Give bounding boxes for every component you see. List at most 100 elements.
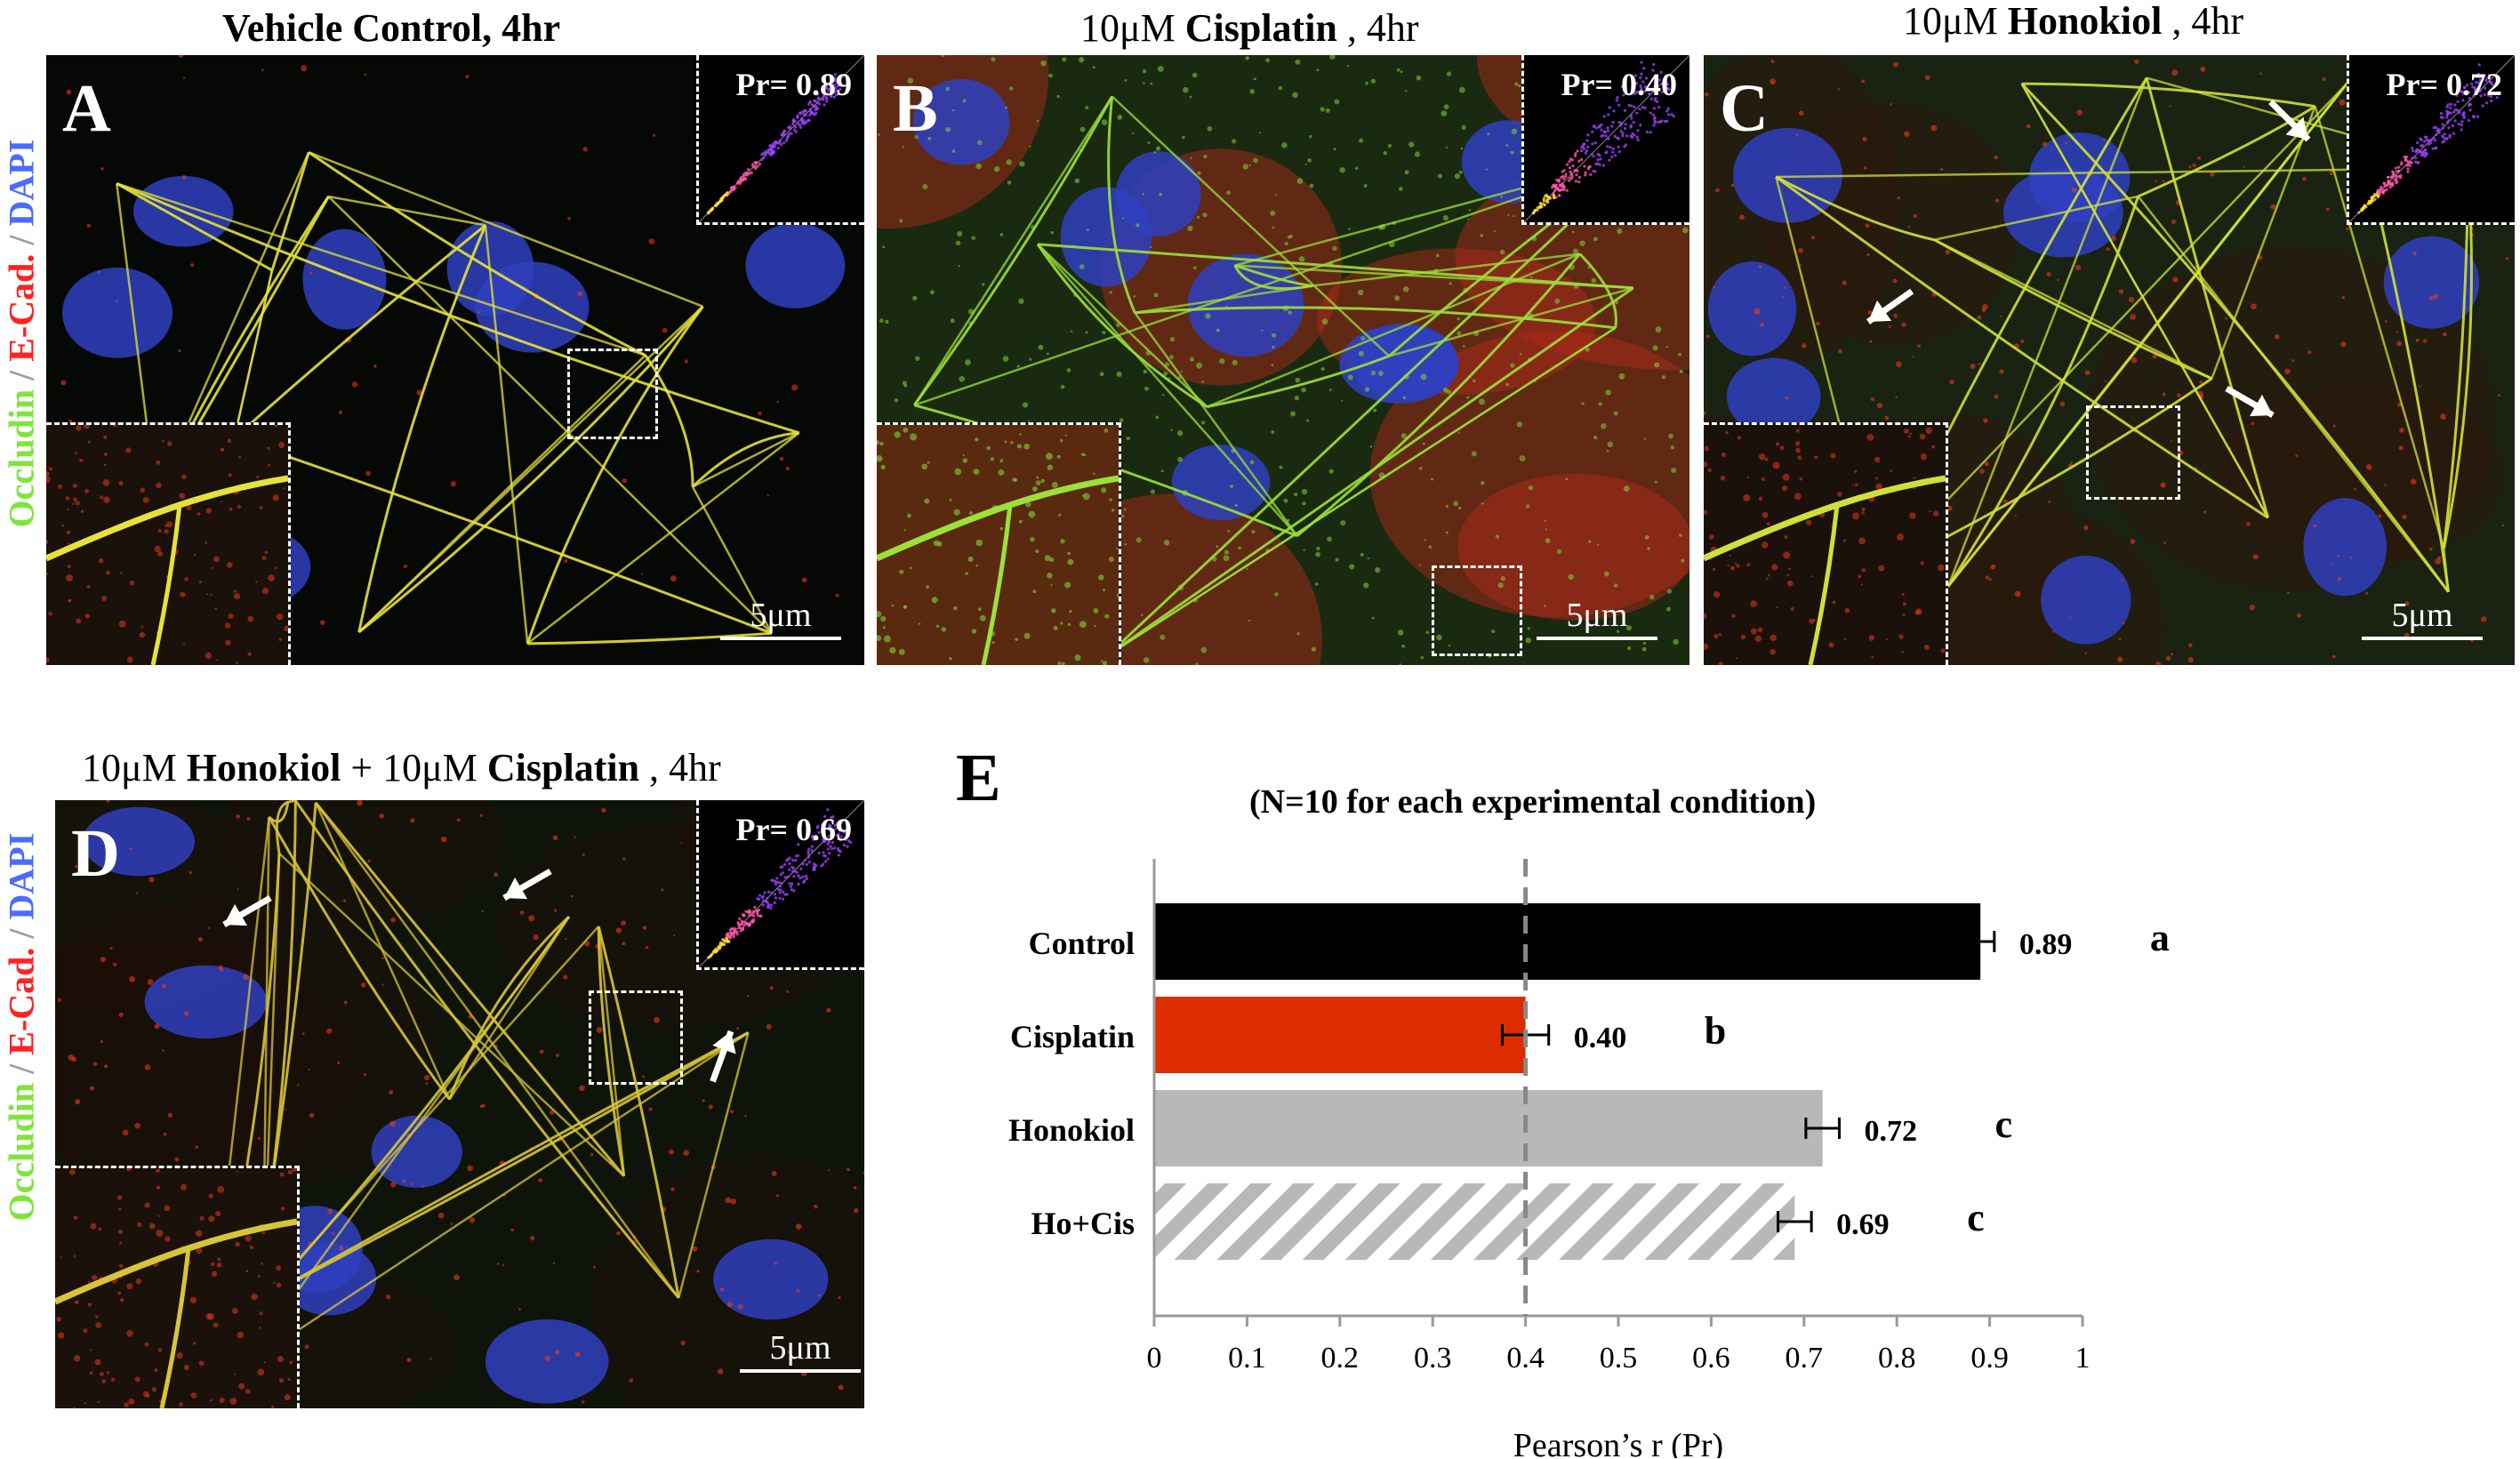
value-label: 0.72: [1864, 1115, 1917, 1148]
stain-label-bottom: Occludin / E-Cad. / DAPI: [1, 832, 42, 1222]
arrow-icon: [502, 868, 552, 902]
membrane: [1312, 253, 1580, 287]
membrane: [1134, 312, 1298, 537]
membrane: [913, 155, 1641, 406]
panel-d-title: 10μM Honokiol + 10μM Cisplatin , 4hr: [82, 745, 721, 790]
scale-bar-a: 5μm: [720, 596, 841, 640]
title-part: Honokiol: [2007, 0, 2163, 43]
membrane: [1946, 82, 2348, 588]
micrograph-panel-b: B Pr= 0.40 5μm: [877, 55, 1689, 665]
nucleus: [2303, 498, 2388, 597]
significance-letter: c: [1994, 1102, 2012, 1146]
membrane: [448, 915, 570, 1101]
arrow-icon: [222, 894, 272, 928]
membrane: [1037, 243, 1633, 290]
membrane: [2021, 82, 2315, 108]
membrane: [287, 800, 296, 804]
membrane: [1775, 175, 1935, 242]
nucleus: [1115, 151, 1201, 236]
title-part: 10μM: [1903, 0, 2008, 43]
membrane: [357, 305, 704, 633]
x-tick-label: 1: [2075, 1342, 2091, 1375]
membrane: [678, 1032, 750, 1299]
title-part: Vehicle Control, 4hr: [222, 6, 561, 50]
membrane: [1107, 326, 1617, 656]
membrane: [357, 224, 487, 633]
cell-image: [55, 800, 864, 1408]
colocalization-scatter-inset-c: Pr= 0.72: [2347, 55, 2515, 225]
membrane: [308, 151, 703, 308]
membrane: [2137, 105, 2316, 198]
nucleus: [1171, 445, 1271, 521]
arrow-icon: [2268, 100, 2311, 142]
membrane: [275, 800, 289, 854]
nucleus: [2383, 236, 2480, 329]
membrane: [1135, 306, 1616, 330]
scale-bar-b: 5μm: [1537, 596, 1657, 640]
colocalization-scatter-inset-d: Pr= 0.69: [696, 800, 864, 970]
membrane: [692, 431, 800, 488]
membrane: [1233, 264, 1313, 291]
title-part: 10μM: [1080, 6, 1185, 50]
membrane: [327, 196, 773, 635]
title-part: + 10μM: [341, 746, 487, 790]
zoom-inset-a: [46, 422, 291, 665]
significance-letter: c: [1967, 1196, 1985, 1239]
stain-label-top: Occludin / E-Cad. / DAPI: [1, 139, 42, 528]
roi-box-b: [1432, 565, 1522, 656]
nucleus: [713, 1239, 829, 1320]
zoom-inset-b: [877, 422, 1121, 665]
zoom-image: [46, 425, 288, 665]
micrograph-panel-a: A Pr= 0.89 5μm: [46, 55, 864, 665]
membrane: [116, 182, 273, 272]
bar-honokiol: [1154, 1090, 1823, 1166]
membrane: [234, 437, 773, 635]
nucleus: [302, 228, 387, 330]
membrane: [913, 95, 1113, 406]
membrane: [159, 1247, 191, 1408]
nucleus: [281, 1242, 377, 1316]
membrane: [1296, 253, 1581, 537]
micrograph-panel-d: D Pr= 0.69 5μm: [55, 800, 864, 1408]
zoom-image: [55, 1168, 297, 1408]
membrane: [1207, 253, 1581, 408]
membrane: [233, 224, 486, 439]
title-part: Cisplatin: [1184, 6, 1337, 50]
membrane: [116, 182, 646, 357]
colocalization-scatter-inset-a: Pr= 0.89: [696, 55, 864, 225]
membrane: [1036, 243, 1208, 408]
x-tick-label: 0.2: [1321, 1342, 1360, 1375]
membrane: [314, 802, 451, 1100]
membrane: [1037, 243, 1208, 408]
membrane: [1111, 95, 1391, 357]
roi-box-c: [2086, 405, 2180, 500]
membrane: [597, 926, 680, 1299]
x-tick-label: 0.4: [1506, 1342, 1545, 1375]
x-tick-label: 0.7: [1786, 1342, 1824, 1375]
nucleus: [745, 222, 846, 309]
value-label: 0.89: [2019, 928, 2073, 961]
membrane: [526, 431, 800, 645]
title-part: , 4hr: [1336, 6, 1419, 50]
membrane: [242, 1031, 750, 1368]
micrograph-panel-c: C Pr= 0.72 5μm: [1704, 55, 2515, 665]
pearson-label-b: Pr= 0.40: [1561, 67, 1677, 102]
membrane: [1933, 238, 2212, 380]
membrane: [2145, 77, 2270, 518]
zoom-image: [877, 425, 1119, 665]
pearson-label-d: Pr= 0.69: [735, 812, 852, 847]
membrane: [314, 801, 625, 1177]
bar-cisplatin: [1154, 997, 1526, 1073]
category-label: Honokiol: [1008, 1112, 1135, 1148]
membrane: [150, 504, 182, 665]
membrane: [597, 926, 626, 1176]
membrane: [1808, 504, 1840, 665]
panel-letter-b: B: [893, 71, 938, 146]
x-tick-label: 0.1: [1228, 1342, 1266, 1375]
membrane: [1578, 253, 1617, 329]
bar-control: [1154, 903, 1981, 980]
membrane: [913, 95, 1113, 406]
colocalization-scatter-inset-b: Pr= 0.40: [1521, 55, 1689, 225]
zoom-image: [1704, 425, 1946, 665]
